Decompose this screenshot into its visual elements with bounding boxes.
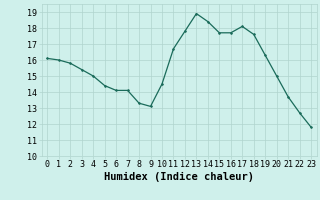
X-axis label: Humidex (Indice chaleur): Humidex (Indice chaleur): [104, 172, 254, 182]
